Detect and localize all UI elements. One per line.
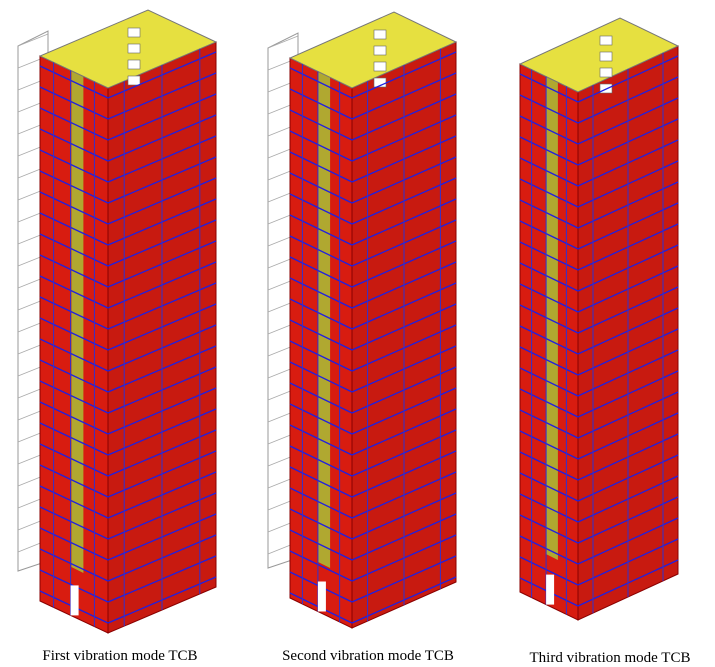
floor-line: [519, 115, 579, 145]
caption: Second vibration mode TCB: [282, 648, 454, 664]
floor-line: [519, 472, 579, 502]
floor-line: [39, 485, 109, 519]
roof-opening: [127, 27, 141, 38]
floor-line: [289, 319, 353, 351]
floor-line: [289, 550, 353, 582]
roof-opening: [127, 75, 141, 86]
floor-line: [39, 107, 109, 141]
floor-line: [289, 130, 353, 162]
floor-line: [519, 514, 579, 544]
roof: [518, 17, 680, 93]
floor-line: [39, 191, 109, 225]
floor-line: [289, 466, 353, 498]
floor-line: [39, 359, 109, 393]
base-gap: [317, 581, 326, 612]
roof-opening: [373, 61, 387, 72]
floor-line: [519, 535, 579, 565]
floor-line: [519, 304, 579, 334]
floor-line: [39, 212, 109, 246]
floor-line: [39, 401, 109, 435]
floor-line: [289, 403, 353, 435]
caption: First vibration mode TCB: [42, 648, 197, 664]
floor-line: [519, 136, 579, 166]
floor-line: [39, 170, 109, 204]
floor-line: [39, 338, 109, 372]
caption: Third vibration mode TCB: [530, 650, 691, 666]
wireframe-line: [17, 33, 49, 47]
floor-line: [39, 275, 109, 309]
floor-line: [519, 451, 579, 481]
floor-line: [289, 193, 353, 225]
base-gap: [70, 585, 79, 616]
floor-line: [289, 487, 353, 519]
floor-line: [39, 380, 109, 414]
floor-line: [519, 367, 579, 397]
floor-line: [39, 422, 109, 456]
base-gap: [546, 574, 555, 605]
floor-line: [519, 262, 579, 292]
floor-line: [519, 346, 579, 376]
floor-line: [289, 382, 353, 414]
roof-opening: [127, 43, 141, 54]
floor-line: [289, 529, 353, 561]
roof-opening: [373, 29, 387, 40]
floor-line: [519, 283, 579, 313]
core-strip: [71, 70, 84, 573]
floor-line: [289, 445, 353, 477]
floor-line: [519, 388, 579, 418]
floor-line: [519, 199, 579, 229]
roof-opening: [599, 51, 613, 62]
roof-opening: [599, 35, 613, 46]
core-strip: [318, 71, 331, 568]
floor-line: [289, 508, 353, 540]
floor-line: [39, 254, 109, 288]
floor-line: [39, 128, 109, 162]
floor-line: [289, 235, 353, 267]
floor-line: [289, 340, 353, 372]
floor-line: [39, 506, 109, 540]
floor-line: [519, 157, 579, 187]
floor-line: [39, 65, 109, 99]
floor-line: [39, 548, 109, 582]
floor-line: [39, 443, 109, 477]
floor-line: [519, 178, 579, 208]
core-strip: [545, 76, 558, 561]
floor-line: [39, 149, 109, 183]
floor-line: [39, 527, 109, 561]
floor-line: [39, 233, 109, 267]
floor-line: [289, 256, 353, 288]
roof-opening: [127, 59, 141, 70]
floor-line: [519, 94, 579, 124]
floor-line: [289, 67, 353, 99]
floor-line: [39, 464, 109, 498]
floor-line: [519, 556, 579, 586]
towers: [17, 9, 680, 634]
floor-line: [519, 493, 579, 523]
roof: [288, 11, 458, 89]
floor-line: [289, 172, 353, 204]
floor-line: [519, 241, 579, 271]
floor-line: [519, 325, 579, 355]
floor-line: [289, 151, 353, 183]
floor-line: [39, 296, 109, 330]
floor-line: [519, 220, 579, 250]
floor-line: [39, 86, 109, 120]
floor-line: [519, 409, 579, 439]
floor-line: [289, 361, 353, 393]
floor-line: [39, 317, 109, 351]
floor-line: [519, 73, 579, 103]
floor-line: [289, 88, 353, 120]
floor-line: [289, 109, 353, 141]
floor-line: [519, 430, 579, 460]
floor-line: [289, 214, 353, 246]
roof-opening: [599, 67, 613, 78]
wireframe-line: [267, 35, 299, 49]
floor-line: [289, 298, 353, 330]
floor-line: [289, 277, 353, 309]
floor-line: [289, 424, 353, 456]
roof-opening: [373, 45, 387, 56]
